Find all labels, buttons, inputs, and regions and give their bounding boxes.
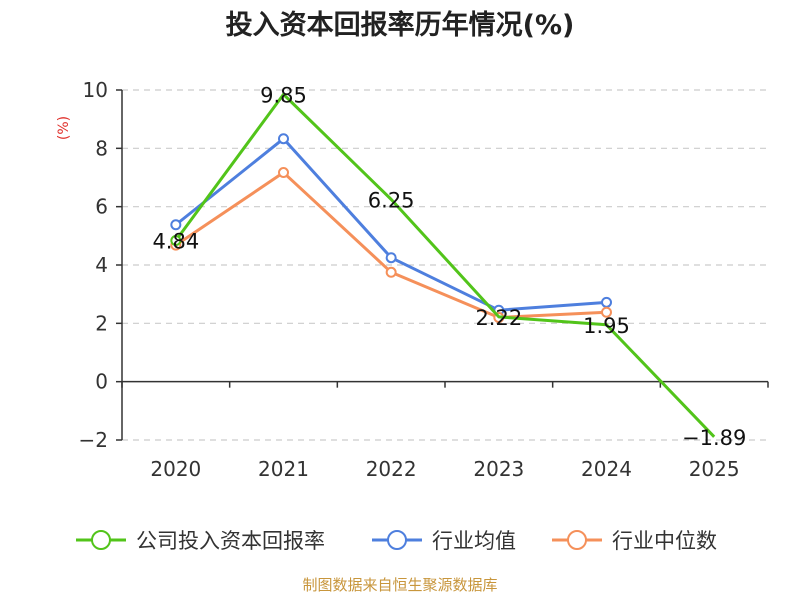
data-label: 9.85	[260, 83, 307, 107]
y-tick-label: 6	[95, 195, 108, 219]
series-point-1	[278, 133, 289, 145]
legend-marker	[387, 530, 407, 550]
y-tick-label: 4	[95, 253, 108, 277]
x-tick-label: 2020	[150, 457, 201, 481]
source-note: 制图数据来自恒生聚源数据库	[302, 576, 497, 594]
legend-item-2[interactable]: 行业中位数	[552, 529, 717, 553]
series-point-1	[601, 296, 612, 308]
legend-label: 行业均值	[432, 529, 516, 553]
x-tick-label: 2024	[581, 457, 632, 481]
series-point-2	[278, 167, 289, 179]
legend[interactable]: 公司投入资本回报率 行业均值 行业中位数	[76, 529, 717, 553]
legend-item-1[interactable]: 行业均值	[372, 529, 516, 553]
legend-marker	[91, 530, 111, 550]
series-point-1	[170, 219, 182, 231]
data-labels: 4.84 9.85 6.25 2.22 1.95 −1.89	[152, 83, 746, 449]
legend-label: 公司投入资本回报率	[136, 529, 325, 553]
y-tick-label: −2	[79, 428, 108, 452]
y-tick-label: 10	[83, 78, 108, 102]
data-label: −1.89	[682, 426, 746, 450]
series-lines	[170, 92, 716, 438]
series-point-1	[385, 252, 397, 264]
x-tick-label: 2023	[473, 457, 524, 481]
legend-item-0[interactable]: 公司投入资本回报率	[76, 529, 325, 553]
x-tick-label: 2021	[258, 457, 309, 481]
data-label: 6.25	[368, 188, 415, 212]
data-label: 2.22	[475, 306, 522, 330]
legend-marker	[567, 530, 587, 550]
series-point-0	[170, 235, 182, 246]
y-tick-label: 0	[95, 370, 108, 394]
x-tick-label: 2022	[366, 457, 417, 481]
grid-lines	[122, 89, 768, 441]
series-point-2	[601, 306, 612, 318]
y-tick-label: 2	[95, 311, 108, 335]
data-label: 1.95	[583, 314, 630, 338]
axes: −2 0 2 4 6 8 10 2020 2021 2022 2023 2024 2025	[79, 78, 769, 481]
y-tick-label: 8	[95, 136, 108, 160]
series-line-0	[174, 92, 716, 438]
series-line-1	[174, 137, 607, 312]
data-label: 4.84	[152, 230, 199, 254]
x-tick-label: 2025	[689, 457, 740, 481]
y-axis-label: (%)	[56, 116, 72, 140]
chart-title: 投入资本回报率历年情况(%)	[226, 9, 575, 41]
series-point-2	[385, 266, 397, 278]
legend-label: 行业中位数	[612, 529, 717, 553]
